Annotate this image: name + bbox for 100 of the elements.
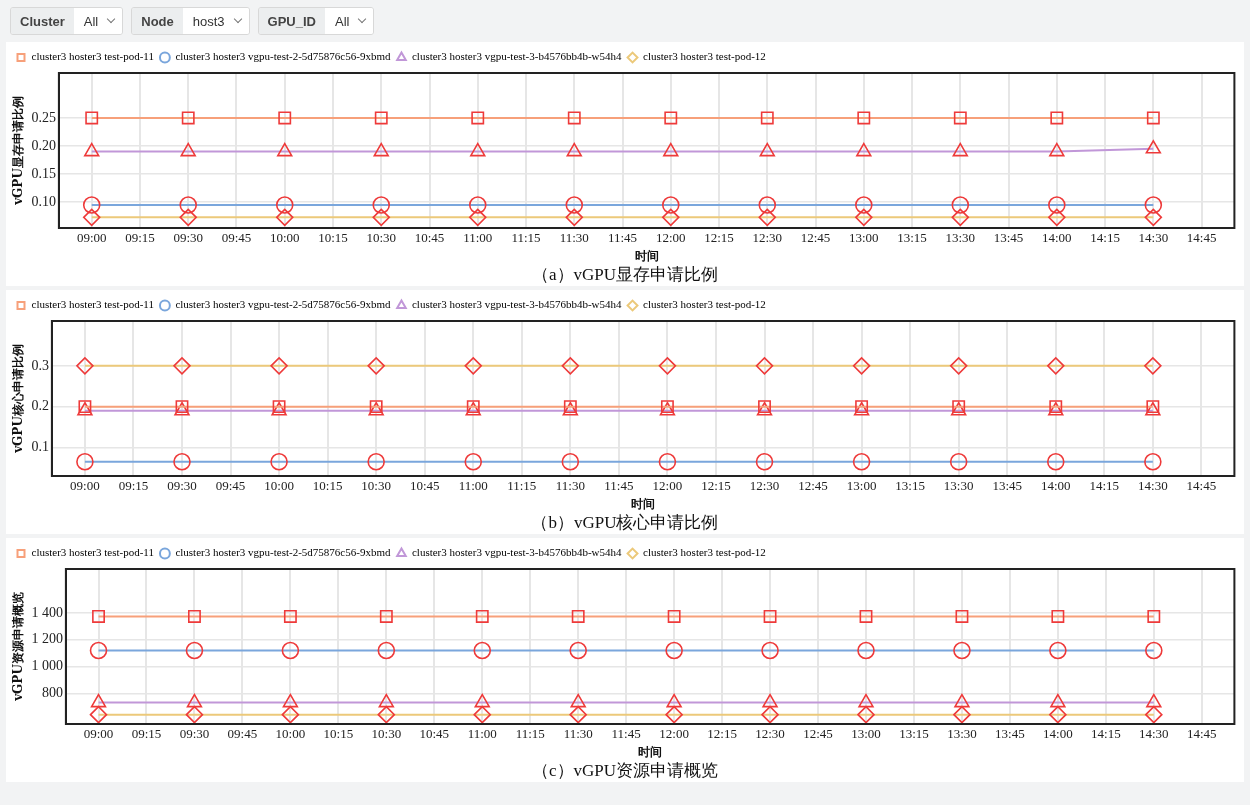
y-tick-label: 800	[41, 684, 63, 700]
x-tick-label: 14:30	[1139, 726, 1169, 742]
x-tick-label: 09:45	[221, 230, 252, 246]
x-tick-label: 14:15	[1090, 230, 1120, 246]
x-tick-label: 14:45	[1186, 478, 1217, 494]
y-axis-title: vGPU显存申请比例	[11, 96, 26, 206]
x-tick-label: 09:30	[173, 230, 204, 246]
legend-label: cluster3 hoster3 vgpu-test-3-b4576bb4b-w54h4	[411, 50, 623, 63]
x-tick-label: 09:15	[131, 726, 162, 742]
legend-label: cluster3 hoster3 vgpu-test-2-5d75876c56-9xbmd	[175, 298, 391, 311]
x-tick-label: 14:45	[1186, 230, 1217, 246]
x-axis-title: 时间	[631, 496, 656, 511]
x-tick-label: 10:15	[323, 726, 354, 742]
x-tick-label: 14:45	[1186, 726, 1217, 742]
x-tick-label: 14:15	[1091, 726, 1121, 742]
x-tick-label: 12:45	[800, 230, 831, 246]
x-tick-label: 13:45	[992, 478, 1023, 494]
x-axis-title: 时间	[634, 248, 659, 263]
y-tick-label: 0.1	[31, 439, 49, 455]
x-tick-label: 09:15	[118, 478, 149, 494]
x-axis-title: 时间	[638, 744, 663, 759]
x-tick-label: 11:45	[611, 726, 641, 742]
y-axis-title: vGPU资源申请概览	[11, 592, 26, 702]
x-tick-label: 09:30	[179, 726, 210, 742]
text: （c）vGPU资源申请概览	[530, 760, 720, 782]
x-tick-label: 12:00	[652, 478, 683, 494]
x-tick-label: 09:15	[125, 230, 155, 246]
legend-label: cluster3 hoster3 test-pod-11	[31, 546, 154, 559]
x-tick-label: 12:15	[704, 230, 734, 246]
x-tick-label: 09:45	[215, 478, 246, 494]
text: All	[334, 13, 350, 29]
x-tick-label: 14:00	[1042, 230, 1072, 246]
x-tick-label: 10:45	[419, 726, 450, 742]
legend-label: cluster3 hoster3 test-pod-12	[643, 298, 766, 311]
x-tick-label: 11:30	[563, 726, 593, 742]
x-tick-label: 10:00	[275, 726, 306, 742]
x-tick-label: 10:30	[366, 230, 397, 246]
y-tick-label: 1 000	[31, 658, 63, 674]
legend-label: cluster3 hoster3 test-pod-12	[643, 50, 766, 63]
x-tick-label: 13:45	[995, 726, 1025, 742]
x-tick-label: 13:30	[947, 726, 977, 742]
y-axis-title: vGPU核心申请比例	[11, 344, 26, 454]
x-tick-label: 14:15	[1089, 478, 1120, 494]
x-tick-label: 13:30	[945, 230, 976, 246]
text: host3	[192, 13, 225, 29]
x-tick-label: 11:45	[607, 230, 638, 246]
x-tick-label: 14:00	[1040, 478, 1071, 494]
x-tick-label: 10:30	[361, 478, 391, 494]
y-tick-label: 1 400	[31, 604, 63, 620]
legend-label: cluster3 hoster3 vgpu-test-2-5d75876c56-9xbmd	[175, 546, 391, 559]
legend-label: cluster3 hoster3 vgpu-test-3-b4576bb4b-w54h4	[411, 546, 623, 559]
x-tick-label: 14:00	[1043, 726, 1073, 742]
x-tick-label: 10:30	[371, 726, 402, 742]
y-tick-label: 0.25	[31, 109, 56, 125]
legend-label: cluster3 hoster3 vgpu-test-2-5d75876c56-9xbmd	[175, 50, 391, 63]
x-tick-label: 13:00	[851, 726, 881, 742]
x-tick-label: 13:15	[895, 478, 925, 494]
x-tick-label: 12:15	[707, 726, 737, 742]
x-tick-label: 12:00	[655, 230, 686, 246]
text: （a）vGPU显存申请比例	[530, 264, 720, 286]
x-tick-label: 11:45	[604, 478, 634, 494]
x-tick-label: 10:15	[312, 478, 343, 494]
x-tick-label: 09:45	[227, 726, 258, 742]
y-tick-label: 1 200	[31, 631, 63, 647]
x-tick-label: 09:00	[70, 478, 100, 494]
legend-label: cluster3 hoster3 test-pod-11	[31, 298, 154, 311]
text: Cluster	[11, 8, 74, 34]
text: Node	[132, 8, 183, 34]
x-tick-label: 12:00	[659, 726, 689, 742]
legend-label: cluster3 hoster3 vgpu-test-3-b4576bb4b-w54h4	[411, 298, 623, 311]
x-tick-label: 12:30	[755, 726, 785, 742]
x-tick-label: 10:15	[318, 230, 348, 246]
x-tick-label: 12:15	[701, 478, 731, 494]
x-tick-label: 13:15	[899, 726, 929, 742]
x-tick-label: 12:45	[803, 726, 833, 742]
x-tick-label: 11:15	[515, 726, 545, 742]
x-tick-label: 10:45	[414, 230, 445, 246]
x-tick-label: 10:00	[264, 478, 294, 494]
x-tick-label: 12:30	[749, 478, 780, 494]
x-tick-label: 11:15	[507, 478, 537, 494]
x-tick-label: 09:00	[83, 726, 114, 742]
x-tick-label: 13:00	[848, 230, 879, 246]
y-tick-label: 0.20	[31, 137, 56, 153]
x-tick-label: 12:45	[798, 478, 828, 494]
x-tick-label: 11:30	[559, 230, 589, 246]
x-tick-label: 13:45	[993, 230, 1024, 246]
x-tick-label: 09:00	[76, 230, 107, 246]
x-tick-label: 13:15	[897, 230, 927, 246]
text: GPU_ID	[258, 8, 325, 34]
x-tick-label: 14:30	[1138, 230, 1169, 246]
y-tick-label: 0.2	[31, 398, 49, 414]
x-tick-label: 11:00	[463, 230, 493, 246]
x-tick-label: 10:00	[269, 230, 300, 246]
x-tick-label: 09:30	[167, 478, 197, 494]
text: （b）vGPU核心申请比例	[530, 512, 720, 534]
text: All	[83, 13, 99, 29]
x-tick-label: 11:00	[467, 726, 497, 742]
x-tick-label: 10:45	[409, 478, 440, 494]
x-tick-label: 11:00	[458, 478, 488, 494]
x-tick-label: 11:15	[511, 230, 541, 246]
